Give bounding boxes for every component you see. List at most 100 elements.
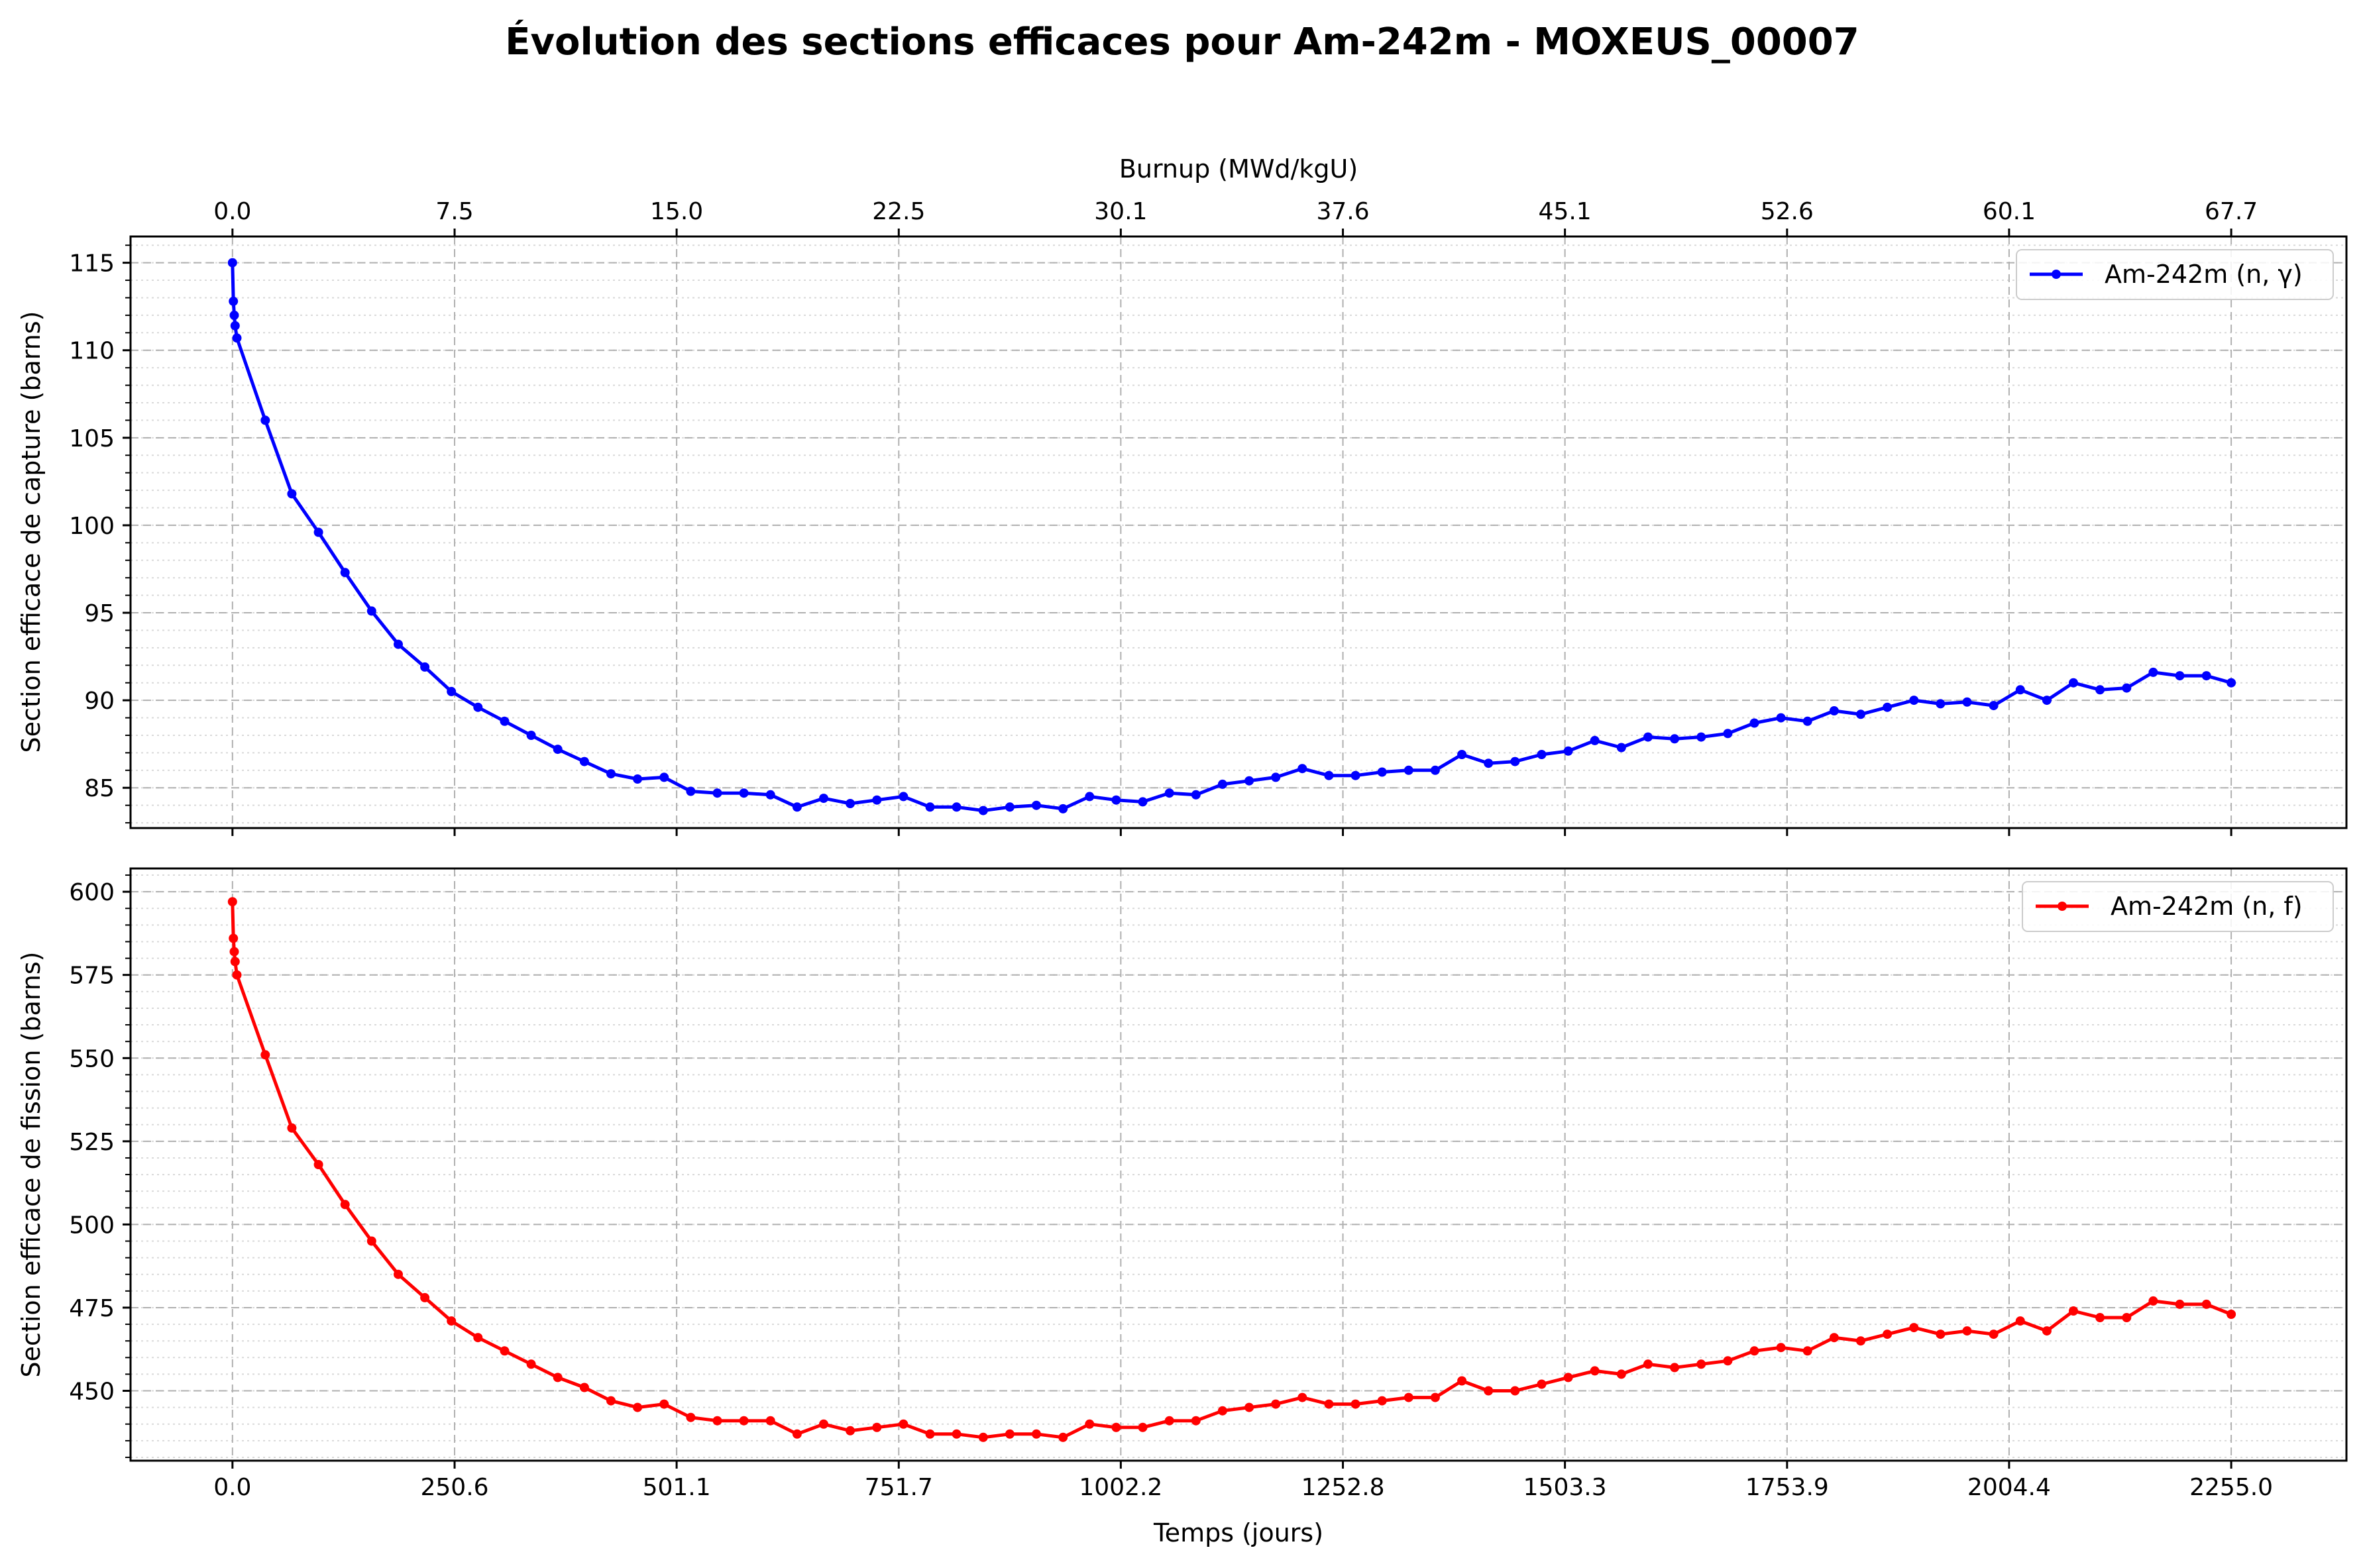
fission-data-point	[1085, 1419, 1095, 1429]
capture-series	[227, 258, 2236, 815]
capture-y-tick-label: 110	[69, 338, 115, 365]
fission-data-point	[899, 1419, 908, 1429]
burnup-tick-label: 45.1	[1539, 198, 1592, 225]
capture-data-point	[2175, 671, 2185, 681]
fission-legend-box	[2022, 881, 2334, 932]
capture-y-tick-label: 85	[84, 775, 115, 802]
capture-data-point	[1271, 772, 1281, 782]
capture-data-point	[1643, 732, 1653, 742]
fission-data-point	[2148, 1296, 2158, 1306]
capture-data-point	[1883, 702, 1893, 712]
capture-data-point	[579, 757, 589, 766]
capture-data-point	[227, 258, 237, 268]
fission-legend[interactable]: Am-242m (n, f)	[2022, 881, 2334, 932]
fission-data-point	[473, 1333, 483, 1343]
capture-data-point	[1244, 776, 1254, 786]
fission-data-point	[872, 1422, 882, 1432]
burnup-tick-label: 0.0	[213, 198, 251, 225]
fission-axes-frame	[129, 867, 2348, 1462]
capture-major-grid	[131, 236, 2346, 828]
capture-data-point	[1005, 802, 1015, 812]
capture-data-point	[846, 799, 855, 808]
fission-y-tick-label: 475	[69, 1295, 115, 1322]
burnup-tick-label: 15.0	[650, 198, 703, 225]
capture-data-point	[1324, 770, 1334, 780]
fission-data-point	[1616, 1369, 1626, 1379]
burnup-tick-label: 37.6	[1316, 198, 1369, 225]
fission-data-point	[232, 970, 242, 980]
capture-data-point	[526, 731, 536, 740]
fission-data-point	[1377, 1396, 1387, 1406]
capture-data-point	[1430, 765, 1440, 775]
fission-data-point	[686, 1412, 696, 1422]
capture-minor-grid	[131, 244, 2346, 824]
capture-data-point	[739, 788, 749, 798]
time-tick-label: 1252.8	[1301, 1474, 1385, 1501]
fission-data-point	[260, 1050, 270, 1060]
capture-data-point	[340, 568, 350, 578]
capture-data-point	[1484, 758, 1494, 768]
fission-data-point	[1776, 1343, 1786, 1353]
capture-data-point	[232, 333, 242, 343]
capture-data-point	[606, 769, 616, 779]
capture-data-point	[1164, 788, 1174, 798]
fission-series	[227, 897, 2236, 1442]
capture-data-point	[1085, 792, 1095, 802]
fission-data-point	[739, 1416, 749, 1426]
fission-data-point	[1510, 1386, 1520, 1396]
time-axis-label: Temps (jours)	[1153, 1518, 1323, 1547]
capture-data-point	[952, 802, 962, 812]
capture-data-point	[1616, 743, 1626, 753]
fission-data-point	[553, 1373, 563, 1383]
fission-data-point	[1430, 1392, 1440, 1402]
burnup-tick-label: 67.7	[2205, 198, 2258, 225]
capture-data-point	[1510, 757, 1520, 766]
fission-data-point	[1563, 1373, 1573, 1383]
fission-data-point	[1324, 1399, 1334, 1409]
fission-data-point	[1297, 1392, 1307, 1402]
time-tick-label: 1753.9	[1745, 1474, 1829, 1501]
capture-data-point	[925, 802, 935, 812]
capture-data-point	[1377, 767, 1387, 777]
fission-y-tick-label: 525	[69, 1129, 115, 1156]
fission-data-point	[2015, 1316, 2025, 1326]
capture-data-point	[366, 606, 376, 616]
burnup-tick-label: 52.6	[1761, 198, 1814, 225]
fission-data-point	[712, 1416, 722, 1426]
fission-panel: 0.0 250.6 501.1 751.7 1002.2 1252.8 1503.3 1753…	[17, 867, 2348, 1547]
capture-y-axis-label: Section efficace de capture (barns)	[17, 311, 46, 753]
capture-data-point	[2122, 683, 2132, 693]
burnup-tick-label: 60.1	[1983, 198, 2036, 225]
burnup-tick-label: 22.5	[872, 198, 925, 225]
fission-data-point	[846, 1426, 855, 1436]
fission-data-point	[978, 1432, 988, 1442]
fission-data-point	[500, 1346, 510, 1356]
fission-data-point	[1271, 1399, 1281, 1409]
capture-data-point	[1191, 790, 1201, 800]
capture-data-point	[792, 802, 802, 812]
capture-data-point	[1563, 746, 1573, 756]
capture-y-tick-label: 105	[69, 425, 115, 452]
capture-data-point	[2042, 696, 2052, 706]
fission-data-point	[2069, 1306, 2078, 1316]
fission-data-point	[606, 1396, 616, 1406]
capture-legend[interactable]: Am-242m (n, γ)	[2016, 249, 2334, 300]
capture-data-point	[1723, 729, 1733, 739]
time-tick-label: 501.1	[643, 1474, 711, 1501]
fission-data-point	[1111, 1422, 1121, 1432]
fission-ticks: 0.0 250.6 501.1 751.7 1002.2 1252.8 1503.3 1753…	[69, 874, 2273, 1501]
capture-data-point	[2069, 678, 2078, 688]
fission-data-point	[952, 1429, 962, 1439]
time-tick-label: 2255.0	[2189, 1474, 2273, 1501]
fission-data-point	[1032, 1429, 1041, 1439]
fission-data-point	[1138, 1422, 1148, 1432]
time-tick-label: 1503.3	[1523, 1474, 1607, 1501]
capture-data-point	[1989, 701, 1999, 711]
capture-data-point	[500, 716, 510, 726]
capture-data-point	[1802, 716, 1812, 726]
capture-data-point	[2015, 685, 2025, 695]
capture-data-point	[765, 790, 775, 800]
capture-data-point	[1297, 764, 1307, 774]
capture-data-point	[2148, 667, 2158, 677]
